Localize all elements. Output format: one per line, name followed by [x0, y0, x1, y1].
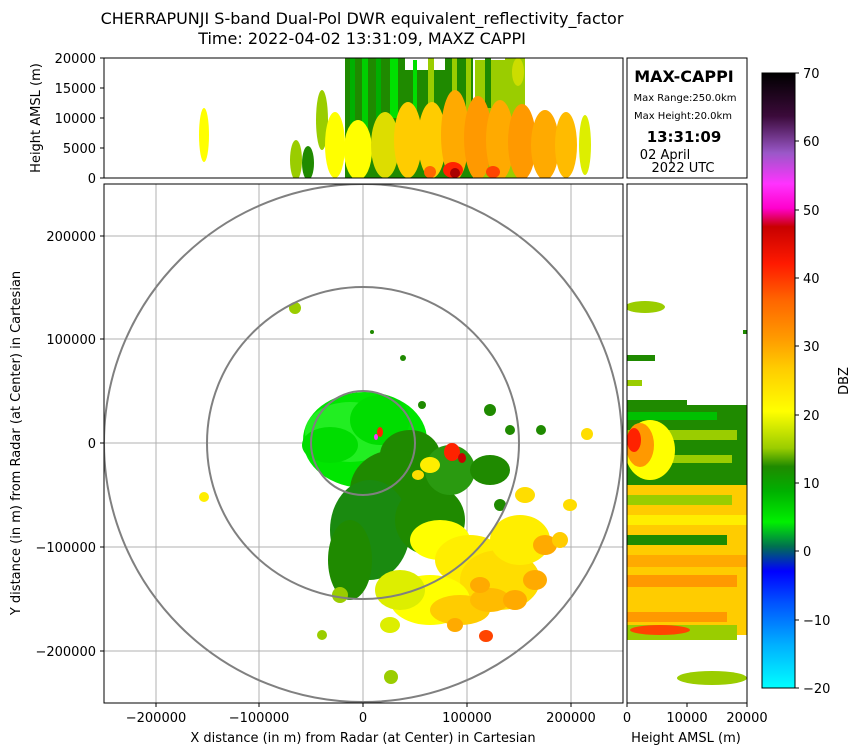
cb-tick-50: 50: [803, 204, 820, 219]
info-max-range: Max Range:250.0km: [633, 93, 736, 104]
cb-tick-20: 20: [803, 409, 820, 424]
top-ytick-15000: 15000: [55, 82, 96, 97]
cb-tick-70: 70: [803, 67, 820, 82]
right-panel: 0 10000 20000 Height AMSL (m): [623, 183, 768, 746]
cb-tick-60: 60: [803, 135, 820, 150]
main-xtick-m100000: −100000: [229, 711, 290, 726]
colorbar: 70 60 50 40 30 20 10 0 −10 −20 DBZ: [761, 67, 852, 697]
main-ytick-100000: 100000: [46, 333, 96, 348]
colorbar-ticks: [795, 72, 799, 689]
info-year-tz: 2022 UTC: [652, 161, 715, 176]
top-panel: 20000 15000 10000 5000 0 Height AMSL (m): [29, 52, 624, 187]
right-panel-data: [627, 301, 747, 685]
top-ytick-10000: 10000: [55, 112, 96, 127]
range-ring-150km: [206, 286, 520, 600]
main-xtick-m200000: −200000: [126, 711, 187, 726]
range-ring-250km: [104, 184, 623, 703]
main-ytick-m100000: −100000: [35, 541, 96, 556]
top-ytick-5000: 5000: [63, 142, 96, 157]
main-echoes: [199, 302, 593, 684]
info-time: 13:31:09: [647, 128, 722, 146]
right-xlabel: Height AMSL (m): [631, 731, 741, 746]
range-rings: [104, 184, 623, 703]
main-xtick-100000: 100000: [442, 711, 492, 726]
right-xtick-20000: 20000: [726, 711, 767, 726]
cb-tick-m20: −20: [803, 682, 830, 697]
info-max-height: Max Height:20.0km: [634, 111, 732, 122]
top-panel-data: [199, 58, 591, 178]
cb-tick-0: 0: [803, 545, 811, 560]
cb-tick-m10: −10: [803, 614, 830, 629]
top-ylabel: Height AMSL (m): [29, 63, 44, 173]
cb-tick-30: 30: [803, 340, 820, 355]
top-y-ticks: [100, 57, 104, 179]
main-y-ticks: [100, 235, 104, 652]
chart-title-line2: Time: 2022-04-02 13:31:09, MAXZ CAPPI: [197, 29, 526, 48]
top-ytick-20000: 20000: [55, 52, 96, 67]
colorbar-gradient: [761, 72, 796, 689]
info-box: MAX-CAPPI Max Range:250.0km Max Height:2…: [626, 57, 748, 179]
main-xlabel: X distance (in m) from Radar (at Center)…: [190, 731, 535, 746]
info-heading: MAX-CAPPI: [634, 67, 734, 86]
right-x-ticks: [626, 703, 748, 707]
main-ylabel: Y distance (in m) from Radar (at Center)…: [9, 271, 24, 616]
right-xtick-10000: 10000: [666, 711, 707, 726]
main-ytick-m200000: −200000: [35, 645, 96, 660]
cb-tick-40: 40: [803, 272, 820, 287]
main-panel-clipped: [104, 184, 623, 703]
colorbar-label: DBZ: [837, 367, 852, 395]
main-xtick-0: 0: [359, 711, 367, 726]
info-date: 02 April: [640, 148, 690, 163]
main-xtick-200000: 200000: [546, 711, 596, 726]
range-ring-50km: [310, 390, 416, 496]
chart-title-line1: CHERRAPUNJI S-band Dual-Pol DWR equivale…: [101, 9, 624, 29]
cb-tick-10: 10: [803, 477, 820, 492]
main-x-ticks: [155, 703, 572, 707]
main-ytick-0: 0: [88, 437, 96, 452]
top-ytick-0: 0: [88, 172, 96, 187]
right-xtick-0: 0: [623, 711, 631, 726]
main-panel: −200000 −100000 0 100000 200000 X distan…: [9, 183, 624, 746]
main-ytick-200000: 200000: [46, 230, 96, 245]
